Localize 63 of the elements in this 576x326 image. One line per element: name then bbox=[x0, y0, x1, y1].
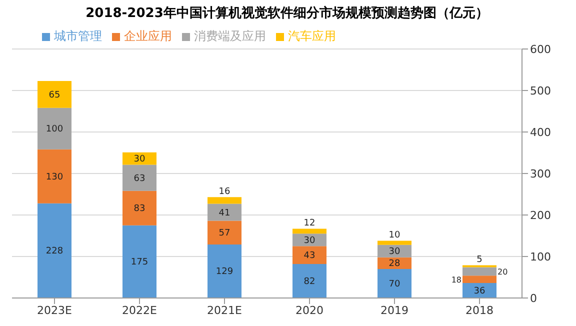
data-label: 130 bbox=[46, 172, 64, 182]
y-tick-label: 0 bbox=[530, 292, 537, 305]
x-tick-label: 2019 bbox=[380, 304, 408, 317]
data-label: 12 bbox=[304, 218, 316, 229]
bar bbox=[292, 228, 326, 234]
data-label: 30 bbox=[304, 236, 316, 246]
bar bbox=[462, 276, 496, 284]
x-tick-label: 2020 bbox=[296, 304, 324, 317]
data-label: 16 bbox=[218, 187, 230, 198]
data-label: 63 bbox=[134, 174, 146, 184]
bar bbox=[378, 244, 412, 258]
y-tick-label: 600 bbox=[530, 42, 551, 56]
bar bbox=[38, 149, 72, 204]
x-tick-label: 2018 bbox=[466, 304, 494, 317]
bar bbox=[378, 240, 412, 245]
bar bbox=[208, 220, 242, 244]
data-label: 41 bbox=[218, 208, 230, 218]
data-label: 30 bbox=[134, 154, 146, 165]
data-label: 28 bbox=[388, 259, 400, 270]
data-label: 65 bbox=[48, 90, 60, 100]
y-tick-label: 400 bbox=[530, 126, 551, 139]
y-tick-label: 300 bbox=[530, 167, 551, 180]
data-label: 30 bbox=[388, 247, 400, 258]
data-label: 57 bbox=[218, 228, 230, 239]
y-tick-label: 200 bbox=[530, 208, 551, 222]
data-label: 228 bbox=[46, 246, 64, 257]
bar bbox=[122, 190, 156, 226]
bar bbox=[122, 152, 156, 165]
x-tick-label: 2023E bbox=[37, 304, 72, 317]
data-label: 20 bbox=[498, 267, 508, 276]
bar bbox=[38, 80, 72, 108]
chart-title: 2018-2023年中国计算机视觉软件细分市场规模预测趋势图（亿元） bbox=[84, 4, 490, 22]
data-label: 70 bbox=[388, 279, 400, 290]
x-tick-label: 2021E bbox=[207, 304, 242, 317]
data-label: 100 bbox=[46, 124, 64, 135]
data-label: 175 bbox=[130, 258, 148, 268]
data-label: 43 bbox=[304, 251, 316, 262]
bar bbox=[292, 264, 326, 298]
legend-label: 企业应用 bbox=[124, 29, 172, 43]
bar bbox=[208, 197, 242, 204]
bar bbox=[208, 244, 242, 298]
bar bbox=[38, 203, 72, 298]
data-label: 129 bbox=[216, 267, 234, 278]
data-label: 82 bbox=[304, 276, 316, 287]
data-label: 36 bbox=[474, 286, 486, 297]
legend-label: 城市管理 bbox=[54, 29, 102, 43]
bar bbox=[122, 164, 156, 191]
legend-label: 消费端及应用 bbox=[194, 29, 266, 43]
x-tick-label: 2022E bbox=[122, 304, 158, 317]
bar bbox=[208, 204, 242, 221]
bar bbox=[462, 267, 496, 276]
y-tick-label: 100 bbox=[530, 250, 551, 264]
bar bbox=[378, 268, 412, 298]
legend-label: 汽车应用 bbox=[288, 29, 336, 43]
data-label: 18 bbox=[451, 275, 462, 284]
data-label: 83 bbox=[134, 204, 146, 214]
bar bbox=[292, 234, 326, 246]
bar bbox=[292, 246, 326, 264]
bar bbox=[122, 225, 156, 298]
bar bbox=[38, 108, 72, 150]
data-label: 10 bbox=[388, 230, 400, 241]
y-tick-label: 500 bbox=[530, 84, 551, 98]
data-label: 5 bbox=[476, 255, 482, 266]
